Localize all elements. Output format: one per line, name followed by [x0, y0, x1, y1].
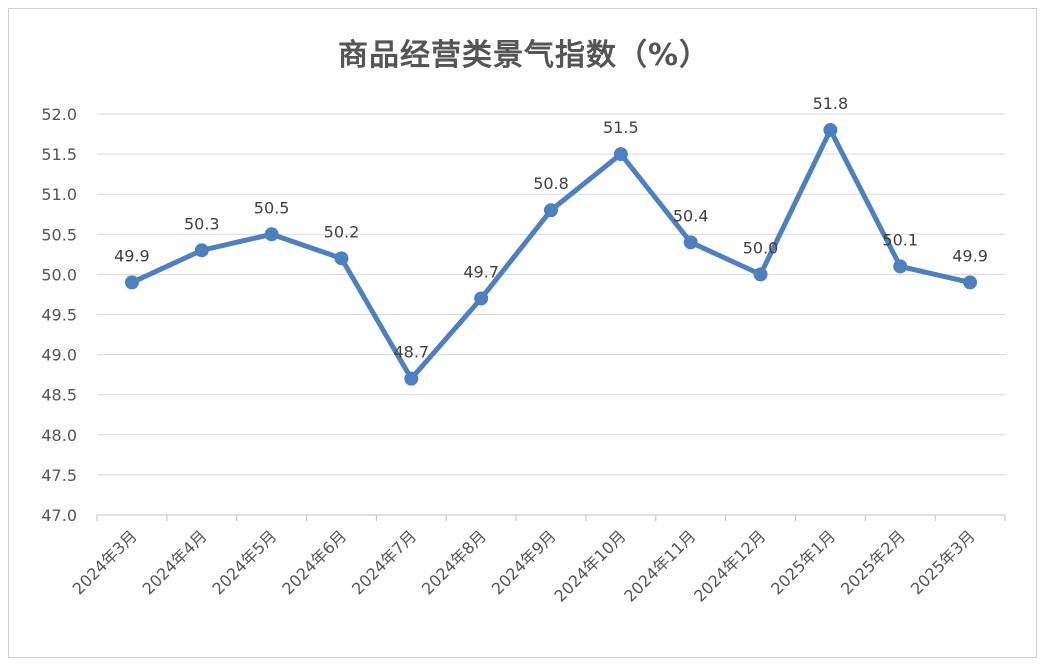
data-point [544, 203, 558, 218]
data-label: 51.5 [603, 118, 639, 137]
data-point [264, 227, 279, 242]
data-label: 49.9 [952, 246, 988, 265]
data-label: 48.7 [393, 343, 429, 362]
x-tick-label: 2024年3月 [69, 526, 141, 598]
series-line [129, 127, 973, 382]
y-tick-label: 48.0 [41, 426, 77, 445]
chart-title: 商品经营类景气指数（%） [337, 38, 711, 73]
data-point [683, 235, 698, 250]
data-label: 50.2 [324, 222, 360, 241]
x-tick-label: 2025年3月 [907, 526, 979, 598]
x-tick-label: 2024年4月 [139, 526, 211, 598]
data-point [613, 147, 628, 162]
y-tick-label: 49.0 [41, 346, 77, 365]
x-tick-label: 2024年6月 [278, 526, 350, 598]
data-point [334, 251, 349, 266]
y-tick-label: 50.5 [41, 225, 77, 244]
x-tick-label: 2024年5月 [208, 526, 280, 598]
chart-frame [8, 8, 1037, 658]
y-tick-label: 50.0 [41, 265, 77, 284]
y-tick-label: 49.5 [41, 306, 77, 325]
data-label: 50.1 [882, 230, 918, 249]
y-tick-label: 51.0 [41, 185, 77, 204]
y-tick-label: 47.5 [41, 466, 77, 485]
data-point [753, 267, 768, 282]
y-tick-label: 48.5 [41, 386, 77, 405]
data-label: 50.5 [254, 198, 290, 217]
data-label: 51.8 [813, 94, 849, 113]
y-tick-label: 47.0 [41, 506, 77, 525]
data-label: 50.3 [184, 214, 220, 233]
data-point [194, 243, 209, 258]
x-tick-label: 2024年9月 [488, 526, 560, 598]
data-point [124, 275, 139, 290]
y-tick-label: 52.0 [41, 105, 77, 124]
x-tick-label: 2024年8月 [418, 526, 490, 598]
data-point [893, 259, 908, 274]
y-tick-label: 51.5 [41, 145, 77, 164]
data-label: 49.7 [463, 262, 499, 281]
data-point [404, 371, 419, 386]
x-tick-label: 2025年1月 [767, 526, 839, 598]
x-tick-label: 2024年7月 [348, 526, 420, 598]
x-tick-label: 2024年11月 [620, 526, 699, 605]
data-label: 50.4 [673, 206, 709, 225]
data-label: 50.0 [743, 238, 779, 257]
data-point [963, 275, 978, 290]
data-point [474, 291, 489, 306]
x-tick-label: 2024年10月 [550, 526, 629, 605]
data-label: 50.8 [533, 174, 569, 193]
data-point [823, 123, 838, 138]
data-label: 49.9 [114, 246, 150, 265]
x-tick-label: 2025年2月 [837, 526, 909, 598]
x-tick-label: 2024年12月 [690, 526, 769, 605]
